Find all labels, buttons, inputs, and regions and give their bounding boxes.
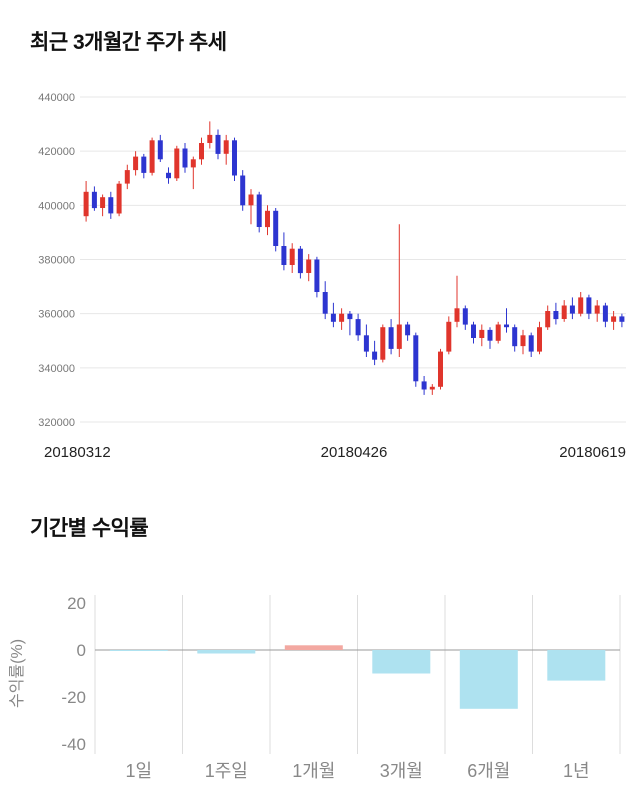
svg-text:6개월: 6개월 <box>467 761 510 781</box>
svg-text:3개월: 3개월 <box>380 761 423 781</box>
svg-text:20180619: 20180619 <box>559 444 626 461</box>
svg-text:수익률(%): 수익률(%) <box>8 639 26 708</box>
svg-text:1일: 1일 <box>126 761 153 781</box>
svg-text:420000: 420000 <box>38 146 75 158</box>
svg-text:340000: 340000 <box>38 363 75 375</box>
svg-text:1주일: 1주일 <box>205 761 248 781</box>
svg-text:1년: 1년 <box>563 761 590 781</box>
svg-text:400000: 400000 <box>38 200 75 212</box>
svg-text:320000: 320000 <box>38 417 75 429</box>
svg-text:1개월: 1개월 <box>292 761 335 781</box>
price-trend-title: 최근 3개월간 주가 추세 <box>30 31 227 54</box>
returns-title: 기간별 수익률 <box>30 517 149 540</box>
svg-text:-20: -20 <box>61 688 86 707</box>
svg-text:360000: 360000 <box>38 309 75 321</box>
svg-text:440000: 440000 <box>38 92 75 104</box>
candlestick-chart: 440000 420000 400000 380000 360000 340000 3200… <box>38 92 626 461</box>
returns-bar-chart: 20 0 -20 -40 1일 1주일 1개월 3개월 6개월 1년 수익률(%) <box>8 594 621 781</box>
svg-text:0: 0 <box>77 641 86 660</box>
svg-text:20: 20 <box>67 594 86 613</box>
svg-text:-40: -40 <box>61 735 86 754</box>
svg-text:380000: 380000 <box>38 255 75 267</box>
svg-text:20180426: 20180426 <box>321 444 388 461</box>
svg-text:20180312: 20180312 <box>44 444 111 461</box>
